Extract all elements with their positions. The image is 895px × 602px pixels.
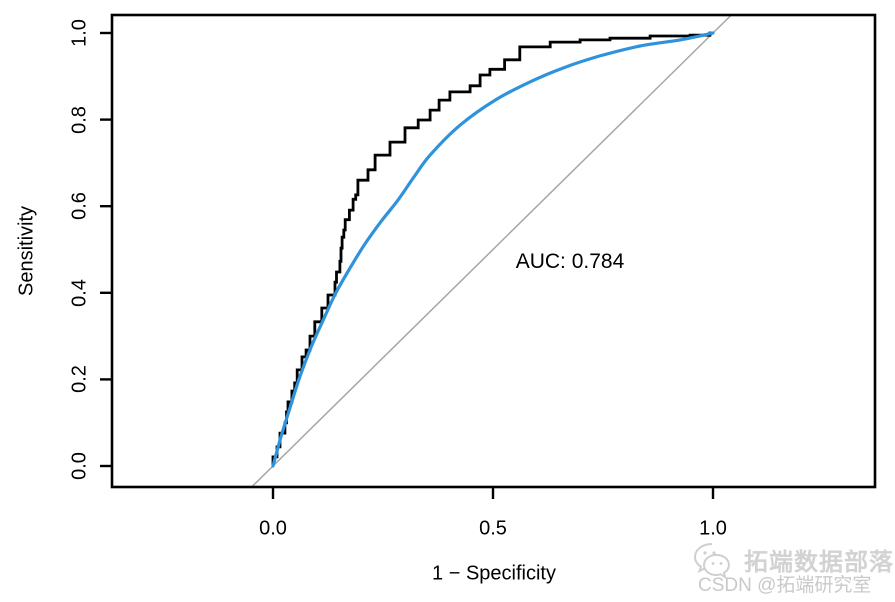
x-tick-label: 0.5 <box>479 517 507 540</box>
y-tick-label: 1.0 <box>68 19 91 47</box>
watermark-text: 拓端数据部落 <box>744 549 894 576</box>
x-tick-label: 1.0 <box>699 517 727 540</box>
y-tick-label: 0.2 <box>68 365 91 394</box>
y-tick-label: 0.0 <box>68 452 91 480</box>
x-tick-label: 0.0 <box>259 517 287 540</box>
y-axis-title: Sensitivity <box>15 205 38 297</box>
auc-annotation: AUC: 0.784 <box>515 250 625 274</box>
axis-tick-marks <box>100 31 715 499</box>
y-tick-label: 0.4 <box>68 278 91 307</box>
chance-diagonal-line <box>251 14 732 488</box>
plot-box-border <box>110 13 877 489</box>
smoothed-roc-curve <box>271 31 715 468</box>
y-tick-label: 0.8 <box>68 105 91 134</box>
empirical-roc-curve <box>271 31 713 466</box>
x-axis-title: 1 − Specificity <box>432 562 556 585</box>
wechat-icon <box>693 543 730 580</box>
watermark-credit: CSDN @拓端研究室 <box>698 575 872 596</box>
y-tick-label: 0.6 <box>68 192 91 221</box>
